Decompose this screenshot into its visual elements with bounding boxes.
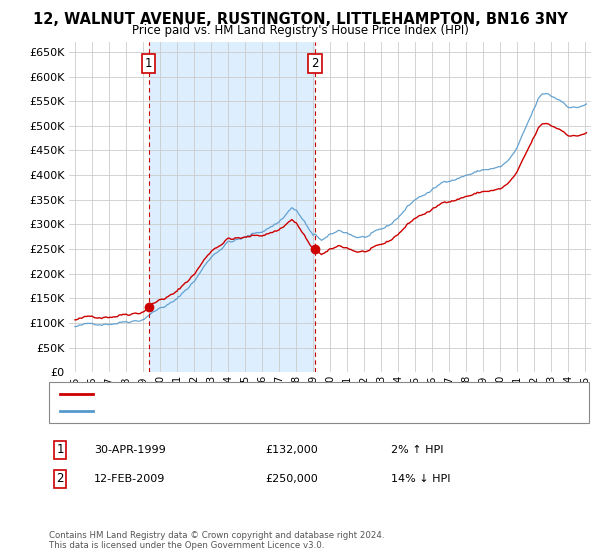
Text: Price paid vs. HM Land Registry's House Price Index (HPI): Price paid vs. HM Land Registry's House … (131, 24, 469, 36)
Text: 1: 1 (56, 443, 64, 456)
Text: 14% ↓ HPI: 14% ↓ HPI (391, 474, 451, 484)
Text: 30-APR-1999: 30-APR-1999 (94, 445, 166, 455)
Text: 2: 2 (56, 472, 64, 486)
Text: 2% ↑ HPI: 2% ↑ HPI (391, 445, 443, 455)
Text: Contains HM Land Registry data © Crown copyright and database right 2024.
This d: Contains HM Land Registry data © Crown c… (49, 530, 385, 550)
Text: 12-FEB-2009: 12-FEB-2009 (94, 474, 166, 484)
Text: HPI: Average price, detached house, Arun: HPI: Average price, detached house, Arun (102, 406, 310, 416)
Bar (149, 42, 315, 372)
Text: £132,000: £132,000 (265, 445, 318, 455)
Text: 12, WALNUT AVENUE, RUSTINGTON, LITTLEHAMPTON, BN16 3NY (detached house): 12, WALNUT AVENUE, RUSTINGTON, LITTLEHAM… (102, 389, 515, 399)
Text: £250,000: £250,000 (265, 474, 318, 484)
Text: 1: 1 (145, 57, 152, 70)
Text: 2: 2 (311, 57, 319, 70)
Text: 12, WALNUT AVENUE, RUSTINGTON, LITTLEHAMPTON, BN16 3NY: 12, WALNUT AVENUE, RUSTINGTON, LITTLEHAM… (32, 12, 568, 27)
